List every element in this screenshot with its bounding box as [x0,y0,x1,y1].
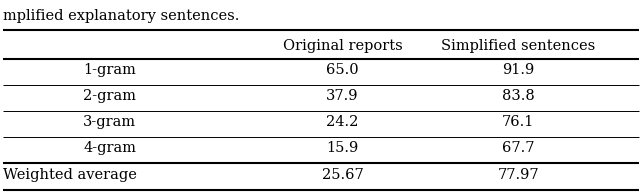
Text: 67.7: 67.7 [502,141,534,155]
Text: 37.9: 37.9 [326,89,358,103]
Text: 1-gram: 1-gram [83,63,136,77]
Text: Original reports: Original reports [282,39,403,53]
Text: 76.1: 76.1 [502,115,534,129]
Text: Weighted average: Weighted average [3,168,137,182]
Text: 2-gram: 2-gram [83,89,136,103]
Text: 4-gram: 4-gram [83,141,136,155]
Text: Simplified sentences: Simplified sentences [441,39,596,53]
Text: 3-gram: 3-gram [83,115,136,129]
Text: 25.67: 25.67 [321,168,364,182]
Text: 24.2: 24.2 [326,115,358,129]
Text: 77.97: 77.97 [497,168,540,182]
Text: 15.9: 15.9 [326,141,358,155]
Text: 91.9: 91.9 [502,63,534,77]
Text: 65.0: 65.0 [326,63,358,77]
Text: mplified explanatory sentences.: mplified explanatory sentences. [3,9,239,23]
Text: 83.8: 83.8 [502,89,535,103]
